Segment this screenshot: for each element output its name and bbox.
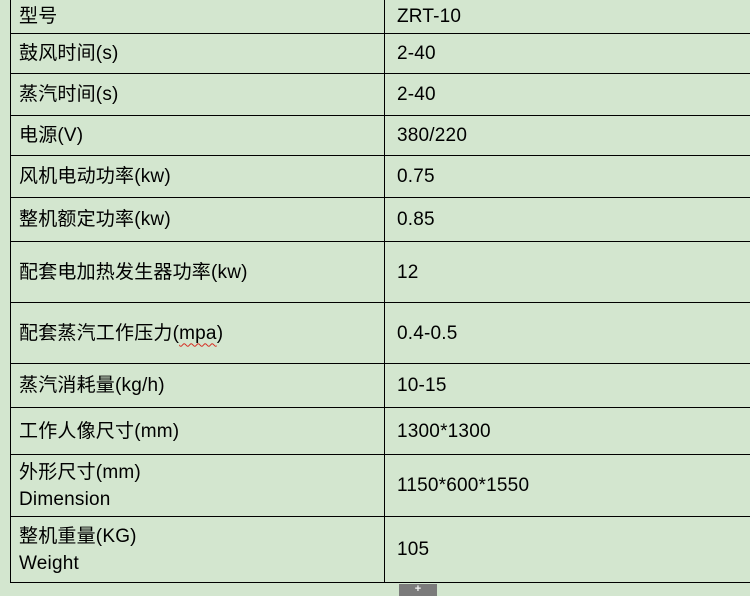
spec-value-text: 0.85 xyxy=(397,209,435,230)
spec-value-text: 10-15 xyxy=(397,375,447,396)
spec-label-cell: 蒸汽时间(s) xyxy=(11,74,384,115)
spec-value-text: ZRT-10 xyxy=(397,6,462,27)
table-row: 工作人像尺寸(mm) 1300*1300 xyxy=(11,408,750,455)
spec-label-text: 配套蒸汽工作压力(mpa) xyxy=(19,322,224,344)
spec-value-cell: ZRT-10 xyxy=(384,0,750,33)
spec-value-text: 0.4-0.5 xyxy=(397,322,458,344)
table-row: 配套电加热发生器功率(kw) 12 xyxy=(11,242,750,303)
insert-row-button[interactable]: + xyxy=(399,584,437,596)
spec-label-text: 外形尺寸(mm) xyxy=(19,461,141,483)
table-row: 蒸汽时间(s) 2-40 xyxy=(11,74,750,116)
spec-value-cell: 2-40 xyxy=(384,74,750,115)
spec-label-text: 鼓风时间(s) xyxy=(19,43,119,64)
spec-label-text: 蒸汽消耗量(kg/h) xyxy=(19,375,165,396)
spec-label-cell: 外形尺寸(mm) Dimension xyxy=(11,455,384,516)
spec-value-cell: 0.4-0.5 xyxy=(384,303,750,363)
spec-value-cell: 380/220 xyxy=(384,116,750,155)
spec-value-text: 105 xyxy=(397,539,430,560)
spec-label-cell: 工作人像尺寸(mm) xyxy=(11,408,384,454)
spec-label-cell: 型号 xyxy=(11,0,384,33)
spec-value-cell: 0.75 xyxy=(384,156,750,197)
spec-label-cell: 风机电动功率(kw) xyxy=(11,156,384,197)
spec-label-text: 电源(V) xyxy=(19,125,84,146)
spec-value-cell: 0.85 xyxy=(384,198,750,241)
table-row: 整机重量(KG) Weight 105 xyxy=(11,517,750,583)
spec-label-text: 配套电加热发生器功率(kw) xyxy=(19,261,248,283)
spec-label-text: 风机电动功率(kw) xyxy=(19,166,171,187)
spec-label-cell: 配套蒸汽工作压力(mpa) xyxy=(11,303,384,363)
table-row: 整机额定功率(kw) 0.85 xyxy=(11,198,750,242)
table-row: 型号 ZRT-10 xyxy=(11,0,750,34)
spec-label-text: 整机重量(KG) xyxy=(19,525,137,547)
spec-label-text: 整机额定功率(kw) xyxy=(19,209,171,230)
spec-label-text: 型号 xyxy=(19,6,58,27)
misspelled-word: mpa xyxy=(179,322,217,344)
spec-value-text: 2-40 xyxy=(397,84,436,105)
spec-label-text-en: Dimension xyxy=(19,488,111,510)
spec-value-text: 380/220 xyxy=(397,125,468,146)
spec-value-cell: 105 xyxy=(384,517,750,582)
spec-label-text-en: Weight xyxy=(19,552,79,574)
spec-value-cell: 1150*600*1550 xyxy=(384,455,750,516)
spec-value-text: 1150*600*1550 xyxy=(397,475,530,496)
spec-table: 型号 ZRT-10 鼓风时间(s) 2-40 蒸汽时间(s) 2-40 电源(V) 380/2… xyxy=(10,0,750,583)
spec-label-cell: 鼓风时间(s) xyxy=(11,34,384,73)
table-row: 鼓风时间(s) 2-40 xyxy=(11,34,750,74)
spec-label-cell: 整机额定功率(kw) xyxy=(11,198,384,241)
spec-value-text: 12 xyxy=(397,261,419,283)
spec-value-cell: 1300*1300 xyxy=(384,408,750,454)
spec-label-cell: 整机重量(KG) Weight xyxy=(11,517,384,582)
spec-value-cell: 12 xyxy=(384,242,750,302)
table-row: 风机电动功率(kw) 0.75 xyxy=(11,156,750,198)
table-row: 外形尺寸(mm) Dimension 1150*600*1550 xyxy=(11,455,750,517)
spec-value-text: 2-40 xyxy=(397,43,436,64)
spec-value-text: 1300*1300 xyxy=(397,420,491,442)
spec-value-cell: 2-40 xyxy=(384,34,750,73)
table-row: 蒸汽消耗量(kg/h) 10-15 xyxy=(11,364,750,408)
plus-icon: + xyxy=(414,583,422,595)
spec-value-cell: 10-15 xyxy=(384,364,750,407)
spec-value-text: 0.75 xyxy=(397,166,435,187)
spec-label-cell: 配套电加热发生器功率(kw) xyxy=(11,242,384,302)
table-row: 配套蒸汽工作压力(mpa) 0.4-0.5 xyxy=(11,303,750,364)
table-row: 电源(V) 380/220 xyxy=(11,116,750,156)
spec-label-text: 工作人像尺寸(mm) xyxy=(19,420,180,442)
spec-label-cell: 电源(V) xyxy=(11,116,384,155)
spec-label-cell: 蒸汽消耗量(kg/h) xyxy=(11,364,384,407)
spec-label-text: 蒸汽时间(s) xyxy=(19,84,119,105)
